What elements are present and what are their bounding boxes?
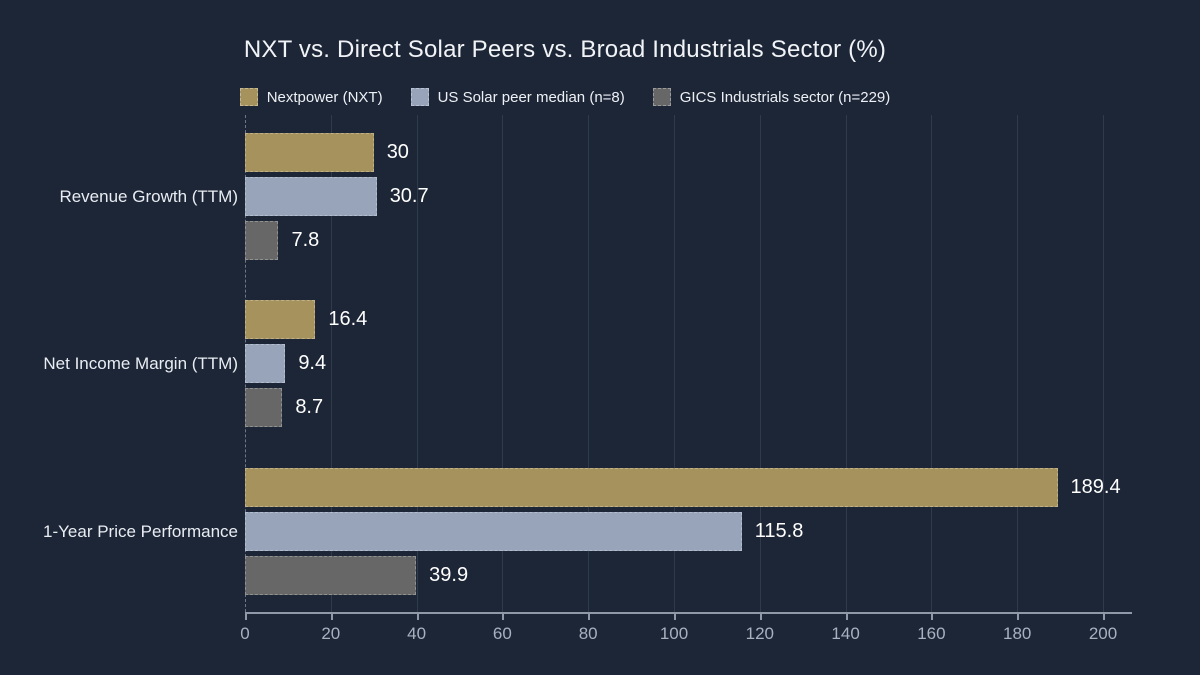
legend: Nextpower (NXT) US Solar peer median (n=8…	[0, 88, 1130, 106]
bar-value-label: 115.8	[754, 520, 804, 542]
x-tick	[416, 614, 419, 620]
x-tick-label: 20	[321, 624, 341, 643]
bar	[245, 388, 283, 427]
bar-value-label: 30.7	[389, 185, 429, 207]
legend-swatch	[239, 88, 258, 106]
gridline	[674, 115, 675, 612]
gridline	[1103, 115, 1104, 612]
bar-value-label: 7.8	[291, 229, 320, 251]
gridline	[416, 115, 418, 612]
chart-title: NXT vs. Direct Solar Peers vs. Broad Ind…	[243, 36, 887, 63]
x-tick-label: 100	[659, 624, 689, 643]
x-tick	[588, 614, 591, 620]
category-label: 1-Year Price Performance	[43, 521, 238, 541]
bar-value-label: 39.9	[429, 564, 469, 586]
bar	[245, 300, 316, 339]
plot-area: 0 20 40 60 80 100 120 140 160 180 200 30 30.7 7.8 16.4…	[240, 115, 1132, 643]
gridline	[931, 115, 933, 612]
bar-value-label: 189.4	[1070, 476, 1121, 498]
bar-value-label: 16.4	[328, 308, 368, 330]
gridline	[759, 115, 761, 612]
x-tick	[1017, 614, 1020, 620]
x-tick	[931, 614, 934, 620]
x-tick-label: 140	[831, 624, 860, 643]
bar	[245, 468, 1058, 507]
x-tick-label: 0	[240, 624, 250, 643]
category-label: Net Income Margin (TTM)	[43, 353, 238, 373]
x-tick	[330, 614, 333, 620]
x-tick	[674, 614, 676, 620]
x-tick	[759, 614, 762, 620]
x-tick	[845, 614, 848, 620]
legend-item: GICS Industrials sector (n=229)	[652, 88, 891, 106]
legend-item: US Solar peer median (n=8)	[410, 88, 625, 106]
bar-value-label: 8.7	[295, 396, 324, 418]
x-tick-label: 40	[407, 624, 427, 643]
bar	[245, 344, 286, 383]
x-tick-label: 180	[1003, 624, 1032, 643]
x-tick-label: 200	[1088, 624, 1118, 643]
gridline	[330, 115, 332, 612]
bar-value-label: 9.4	[298, 352, 327, 374]
x-tick-label: 160	[917, 624, 946, 643]
bar	[245, 556, 417, 595]
legend-label: GICS Industrials sector (n=229)	[679, 88, 891, 106]
bar-value-label: 30	[386, 141, 409, 163]
legend-item: Nextpower (NXT)	[239, 88, 383, 106]
bar	[245, 133, 374, 172]
legend-label: US Solar peer median (n=8)	[437, 88, 625, 106]
x-tick-label: 80	[578, 624, 598, 643]
bar	[245, 512, 742, 551]
bar	[245, 221, 279, 260]
bar	[245, 177, 377, 216]
gridline	[588, 115, 590, 612]
gridline	[1017, 115, 1019, 612]
x-tick-label: 60	[492, 624, 512, 643]
x-tick	[245, 614, 247, 620]
legend-label: Nextpower (NXT)	[266, 88, 383, 106]
legend-swatch	[652, 88, 671, 106]
x-tick-label: 120	[745, 624, 774, 643]
gridline	[502, 115, 504, 612]
x-tick	[502, 614, 505, 620]
legend-swatch	[410, 88, 429, 106]
x-tick	[1103, 614, 1105, 620]
gridline	[845, 115, 847, 612]
category-label: Revenue Growth (TTM)	[59, 186, 238, 206]
